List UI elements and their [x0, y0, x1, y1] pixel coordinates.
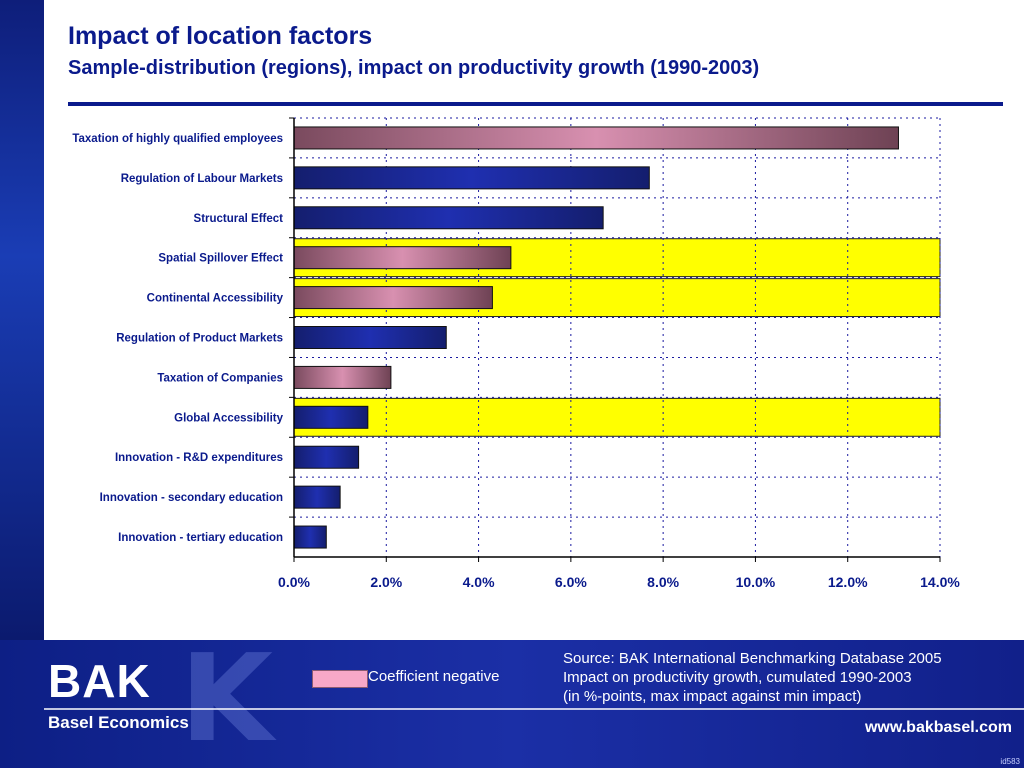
bar — [293, 485, 341, 509]
category-label: Innovation - secondary education — [100, 492, 283, 504]
website-link[interactable]: www.bakbasel.com — [864, 719, 1012, 736]
title-divider — [68, 102, 1003, 106]
category-label: Continental Accessibility — [147, 293, 284, 305]
bar — [293, 246, 512, 270]
source-line: Impact on productivity growth, cumulated… — [563, 669, 912, 686]
bars-layer — [293, 126, 899, 549]
x-tick-label: 6.0% — [555, 574, 587, 590]
bar — [293, 445, 360, 469]
page-id: id583 — [1000, 757, 1020, 766]
footer-divider — [44, 708, 1024, 710]
highlight-band — [293, 397, 941, 437]
bar-chart: 0.0% 2.0% 4.0% 6.0% 8.0% 10.0% 12.0% 14.0% Taxat… — [72, 117, 960, 590]
legend-swatch-negative — [312, 670, 368, 688]
bar — [293, 166, 650, 190]
source-line: (in %-points, max impact against min imp… — [563, 688, 862, 705]
x-tick-label: 10.0% — [736, 574, 776, 590]
bak-logo: BAK — [48, 655, 151, 707]
bar — [293, 326, 447, 349]
category-label: Structural Effect — [194, 213, 284, 225]
x-tick-label: 2.0% — [370, 574, 402, 590]
left-decorative-strip: 34 44 26 23 32 16 — [0, 0, 44, 640]
bar — [293, 126, 899, 150]
category-label: Spatial Spillover Effect — [158, 253, 283, 265]
x-tick-label: 8.0% — [647, 574, 679, 590]
bar — [293, 525, 327, 549]
category-label: Innovation - R&D expenditures — [115, 452, 283, 464]
x-tick-label: 12.0% — [828, 574, 868, 590]
axes-layer — [289, 117, 941, 562]
bar — [293, 286, 493, 310]
page-title: Impact of location factors — [68, 22, 373, 50]
brand-tagline: Basel Economics — [48, 713, 189, 732]
category-label: Global Accessibility — [174, 412, 283, 424]
footer-band: K BAK Basel Economics Coefficient negati… — [0, 640, 1024, 768]
bar — [293, 206, 604, 230]
category-label: Regulation of Product Markets — [116, 333, 283, 345]
footer-watermark-decoration: K — [180, 640, 273, 768]
category-label: Taxation of Companies — [157, 372, 283, 384]
category-label: Innovation - tertiary education — [118, 532, 283, 544]
x-tick-label: 14.0% — [920, 574, 960, 590]
labels-layer: 0.0% 2.0% 4.0% 6.0% 8.0% 10.0% 12.0% 14.0% Taxat… — [72, 133, 960, 590]
bar — [293, 365, 392, 389]
category-label: Regulation of Labour Markets — [121, 173, 283, 185]
legend-label-negative: Coefficient negative — [368, 668, 500, 685]
x-tick-label: 4.0% — [463, 574, 495, 590]
source-line: Source: BAK International Benchmarking D… — [563, 650, 942, 667]
page-subtitle: Sample-distribution (regions), impact on… — [68, 57, 760, 79]
grid-layer — [294, 117, 941, 558]
category-label: Taxation of highly qualified employees — [72, 133, 283, 145]
bar — [293, 405, 369, 429]
x-tick-label: 0.0% — [278, 574, 310, 590]
